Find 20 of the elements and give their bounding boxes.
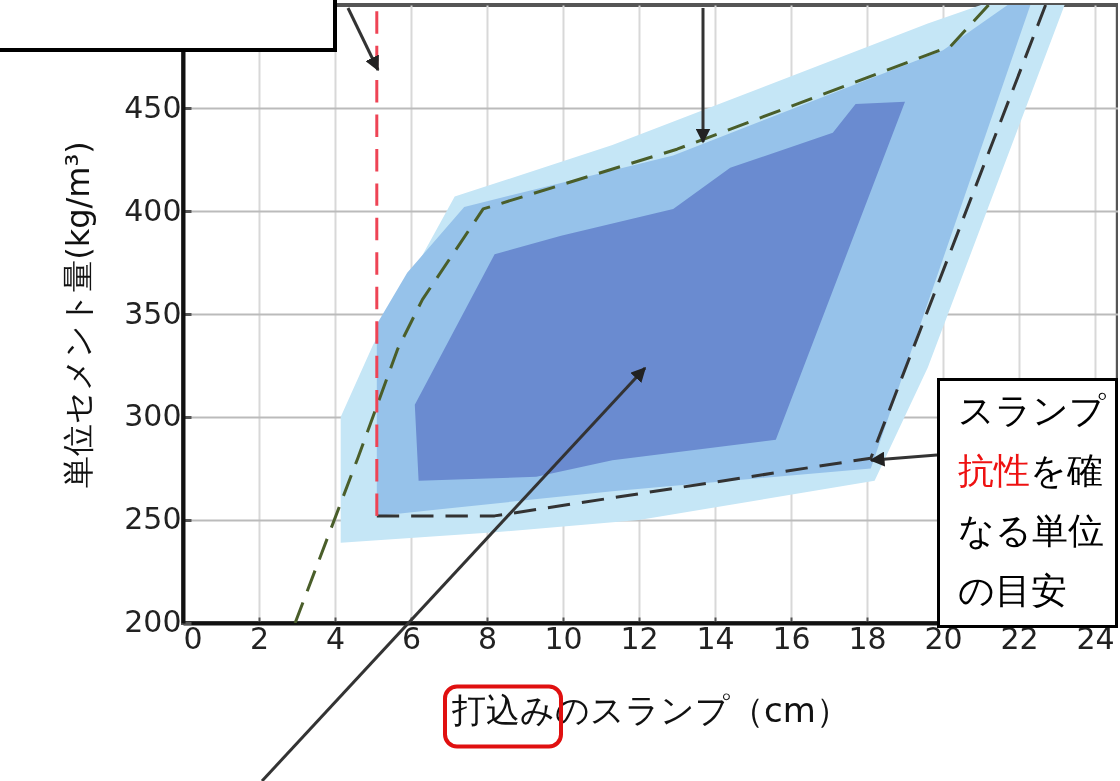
x-tick-label: 4 — [325, 621, 346, 657]
x-tick-label: 2 — [249, 621, 270, 657]
annotation: スランプ抗性を確なる単位の目安 — [958, 389, 1107, 613]
x-tick-label: 12 — [620, 621, 659, 657]
x-tick-label: 20 — [924, 621, 963, 657]
x-tick-label: 16 — [772, 621, 811, 657]
y-tick-label: 250 — [124, 501, 182, 537]
y-axis-title: 単位セメント量(kg/m³) — [59, 141, 98, 488]
y-tick-label: 200 — [124, 604, 182, 640]
x-tick-label: 14 — [696, 621, 735, 657]
x-tick-label: 24 — [1076, 621, 1115, 657]
y-tick-label: 400 — [124, 192, 182, 228]
x-tick-label: 18 — [848, 621, 887, 657]
x-tick-label: 0 — [183, 621, 203, 657]
x-tick-label: 10 — [544, 621, 583, 657]
x-tick-label: 8 — [477, 621, 498, 657]
x-tick-label: 6 — [401, 621, 422, 657]
y-tick-label: 450 — [124, 89, 182, 125]
y-tick-label: 300 — [124, 398, 182, 434]
y-tick-label: 350 — [124, 295, 182, 331]
